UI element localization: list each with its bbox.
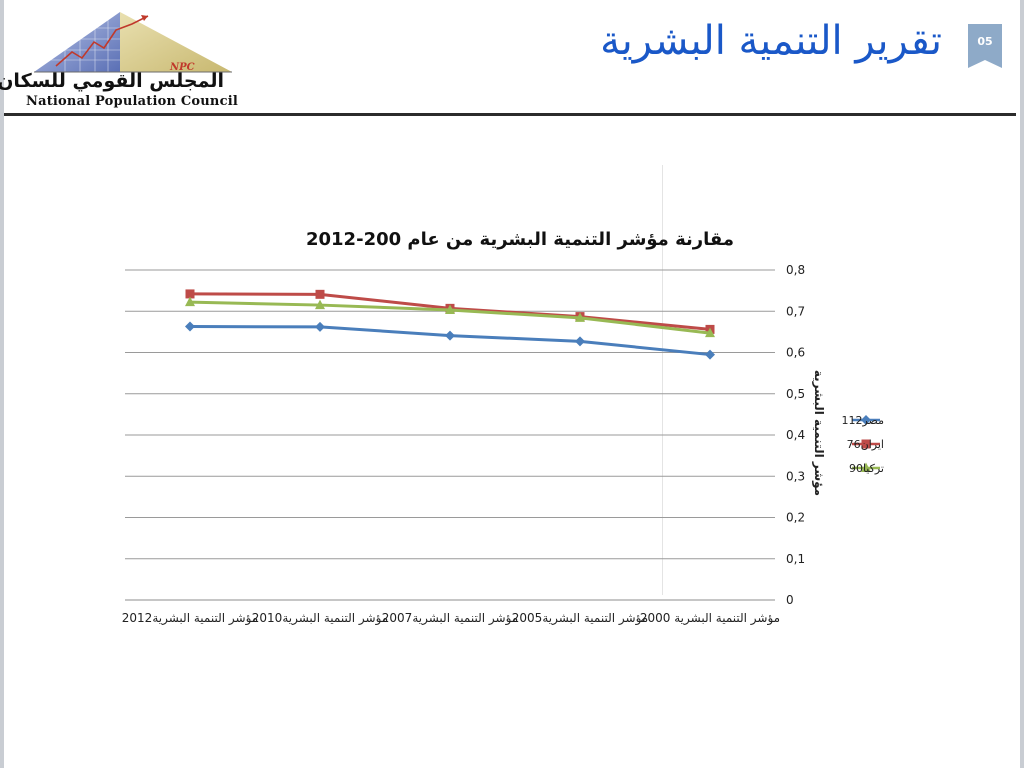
npc-logo: NPC [20,10,240,114]
header-divider [4,113,1016,116]
y-tick-label: 0,8 [786,263,805,277]
x-category-label: مؤشر التنمية البشرية 2000 [640,611,780,626]
legend-item: تركيا90 [849,462,884,475]
data-point [575,336,585,347]
chart-gridlines [125,269,775,601]
legend-item: مصر112 [841,414,884,427]
y-tick-label: 0,3 [786,469,805,483]
data-point [185,289,195,299]
x-category-label: مؤشر التنمية البشرية2007 [382,611,518,626]
page-number: 05 [977,35,993,48]
data-point [705,327,715,338]
chart-title: مقارنة مؤشر التنمية البشرية من عام 200-2… [305,229,734,250]
y-tick-label: 0,5 [786,387,805,401]
y-tick-label: 0,6 [786,346,805,360]
slide-frame-right [1020,0,1024,768]
y-tick-label: 0 [786,593,794,607]
logo-pyramid-graphic [34,12,232,73]
badge-shape [968,24,1002,68]
y-axis-title: مؤشر التنمية البشرية [811,370,826,496]
data-point [445,330,455,341]
data-point [861,439,871,449]
series-diamond [185,321,715,360]
logo-arabic-name: المجلس القومي للسكان [0,70,224,92]
x-category-label: مؤشر التنمية البشرية2010 [252,611,388,626]
data-point [315,299,325,310]
y-axis-ticks: 0 0,1 0,2 0,3 0,4 0,5 0,6 0,7 0,8 [786,263,805,607]
series-triangle [185,296,715,338]
y-tick-label: 0,7 [786,304,805,318]
page-number-badge: 05 [968,24,1002,68]
legend-label: ايران76 [847,438,884,451]
y-tick-label: 0,1 [786,552,805,566]
data-point [705,349,715,360]
x-category-label: مؤشر التنمية البشرية2005 [512,611,648,626]
data-point [315,321,325,332]
chart-vertical-divider [662,165,663,595]
data-point [445,304,455,315]
y-tick-label: 0,4 [786,428,805,442]
x-category-label: مؤشر التنمية البشرية2012 [122,611,258,626]
data-point [861,415,871,425]
logo-english-name: National Population Council [26,94,238,109]
chart-legend: مصر112 ايران76 تركيا90 [841,414,884,475]
data-point [861,462,871,472]
data-point [315,289,325,299]
legend-item: ايران76 [847,438,884,451]
slide-frame-left [0,0,4,768]
data-point [185,296,195,307]
data-point [185,321,195,332]
legend-label: تركيا90 [849,462,884,475]
legend-label: مصر112 [841,414,884,427]
page-title: تقرير التنمية البشرية [600,18,942,64]
chart-series [185,289,715,360]
data-point [575,312,585,322]
y-tick-label: 0,2 [786,511,805,525]
logo-abbreviation: NPC [170,62,195,73]
